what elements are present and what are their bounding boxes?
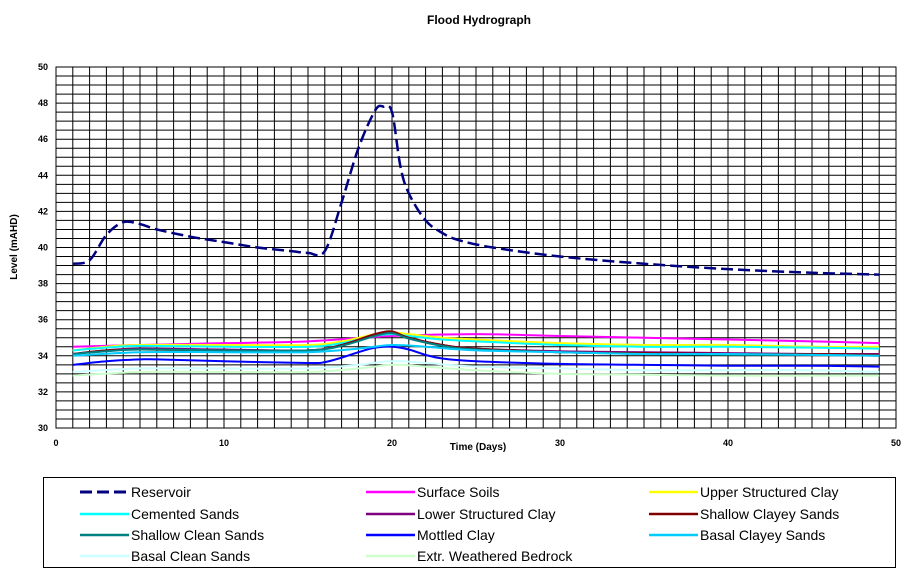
legend-item-mottled-clay: Mottled Clay — [366, 525, 495, 545]
grid-lines — [55, 66, 897, 429]
y-tick-label: 38 — [38, 279, 48, 289]
y-tick-label: 34 — [38, 351, 48, 361]
legend-item-surface-soils: Surface Soils — [366, 482, 499, 502]
tick-labels: 30 32 34 36 38 40 42 44 46 48 50 0 10 20 30 40 50 — [38, 62, 901, 448]
legend-item-reservoir: Reservoir — [80, 482, 191, 502]
legend-label: Shallow Clean Sands — [131, 527, 265, 543]
x-tick-label: 20 — [387, 438, 397, 448]
chart-legend: Reservoir Surface Soils Upper Structured C… — [43, 477, 896, 568]
legend-label: Lower Structured Clay — [417, 506, 556, 522]
legend-label: Basal Clean Sands — [131, 548, 251, 564]
legend-label: Surface Soils — [417, 484, 500, 500]
legend-item-shallow-clayey-sands: Shallow Clayey Sands — [649, 504, 839, 524]
legend-label: Cemented Sands — [131, 506, 240, 522]
legend-item-cemented-sands: Cemented Sands — [80, 504, 239, 524]
legend-swatch — [649, 487, 698, 497]
legend-item-basal-clean-sands: Basal Clean Sands — [80, 546, 250, 566]
legend-label: Reservoir — [131, 484, 191, 500]
series-lines — [72, 104, 880, 377]
legend-swatch — [366, 487, 415, 497]
series-extr-weathered-bedrock-line — [72, 363, 880, 377]
y-axis-title: Level (mAHD) — [9, 214, 20, 280]
chart-title: Flood Hydrograph — [427, 13, 531, 27]
y-tick-label: 44 — [38, 170, 48, 180]
series-mottled-clay-line — [72, 345, 880, 368]
y-tick-label: 50 — [38, 62, 48, 72]
legend-swatch — [366, 530, 415, 540]
series-basal-clean-sands-line — [72, 360, 880, 374]
legend-label: Shallow Clayey Sands — [700, 506, 840, 522]
legend-label: Basal Clayey Sands — [700, 527, 826, 543]
legend-swatch — [649, 509, 698, 519]
legend-item-shallow-clean-sands: Shallow Clean Sands — [80, 525, 264, 545]
legend-swatch — [80, 530, 129, 540]
y-tick-label: 36 — [38, 315, 48, 325]
legend-swatch — [80, 487, 129, 497]
y-tick-label: 48 — [38, 98, 48, 108]
y-tick-label: 40 — [38, 243, 48, 253]
legend-item-basal-clayey-sands: Basal Clayey Sands — [649, 525, 825, 545]
legend-label: Extr. Weathered Bedrock — [417, 548, 573, 564]
x-tick-label: 10 — [219, 438, 229, 448]
legend-swatch — [649, 530, 698, 540]
legend-label: Upper Structured Clay — [700, 484, 839, 500]
legend-swatch — [366, 509, 415, 519]
plot-area-frame — [55, 66, 897, 429]
legend-swatch — [366, 551, 415, 561]
x-tick-label: 30 — [555, 438, 565, 448]
y-tick-label: 46 — [38, 134, 48, 144]
legend-label: Mottled Clay — [417, 527, 495, 543]
x-tick-label: 50 — [891, 438, 901, 448]
x-tick-label: 40 — [723, 438, 733, 448]
legend-item-lower-structured-clay: Lower Structured Clay — [366, 504, 556, 524]
legend-swatch — [80, 551, 129, 561]
y-tick-label: 32 — [38, 387, 48, 397]
y-tick-label: 42 — [38, 206, 48, 216]
x-tick-label: 0 — [53, 438, 58, 448]
series-upper-structured-clay-line — [72, 331, 880, 352]
series-reservoir-line — [72, 104, 880, 276]
x-axis-title: Time (Days) — [450, 442, 507, 453]
legend-item-upper-structured-clay: Upper Structured Clay — [649, 482, 839, 502]
legend-item-extr-weathered-bedrock: Extr. Weathered Bedrock — [366, 546, 572, 566]
hydrograph-chart: Flood Hydrograph Time (Days) Level (mAHD… — [9, 13, 901, 453]
legend-swatch — [80, 509, 129, 519]
y-tick-label: 30 — [38, 423, 48, 433]
series-surface-soils-line — [72, 333, 880, 348]
series-basal-clayey-sands-line — [72, 343, 880, 357]
